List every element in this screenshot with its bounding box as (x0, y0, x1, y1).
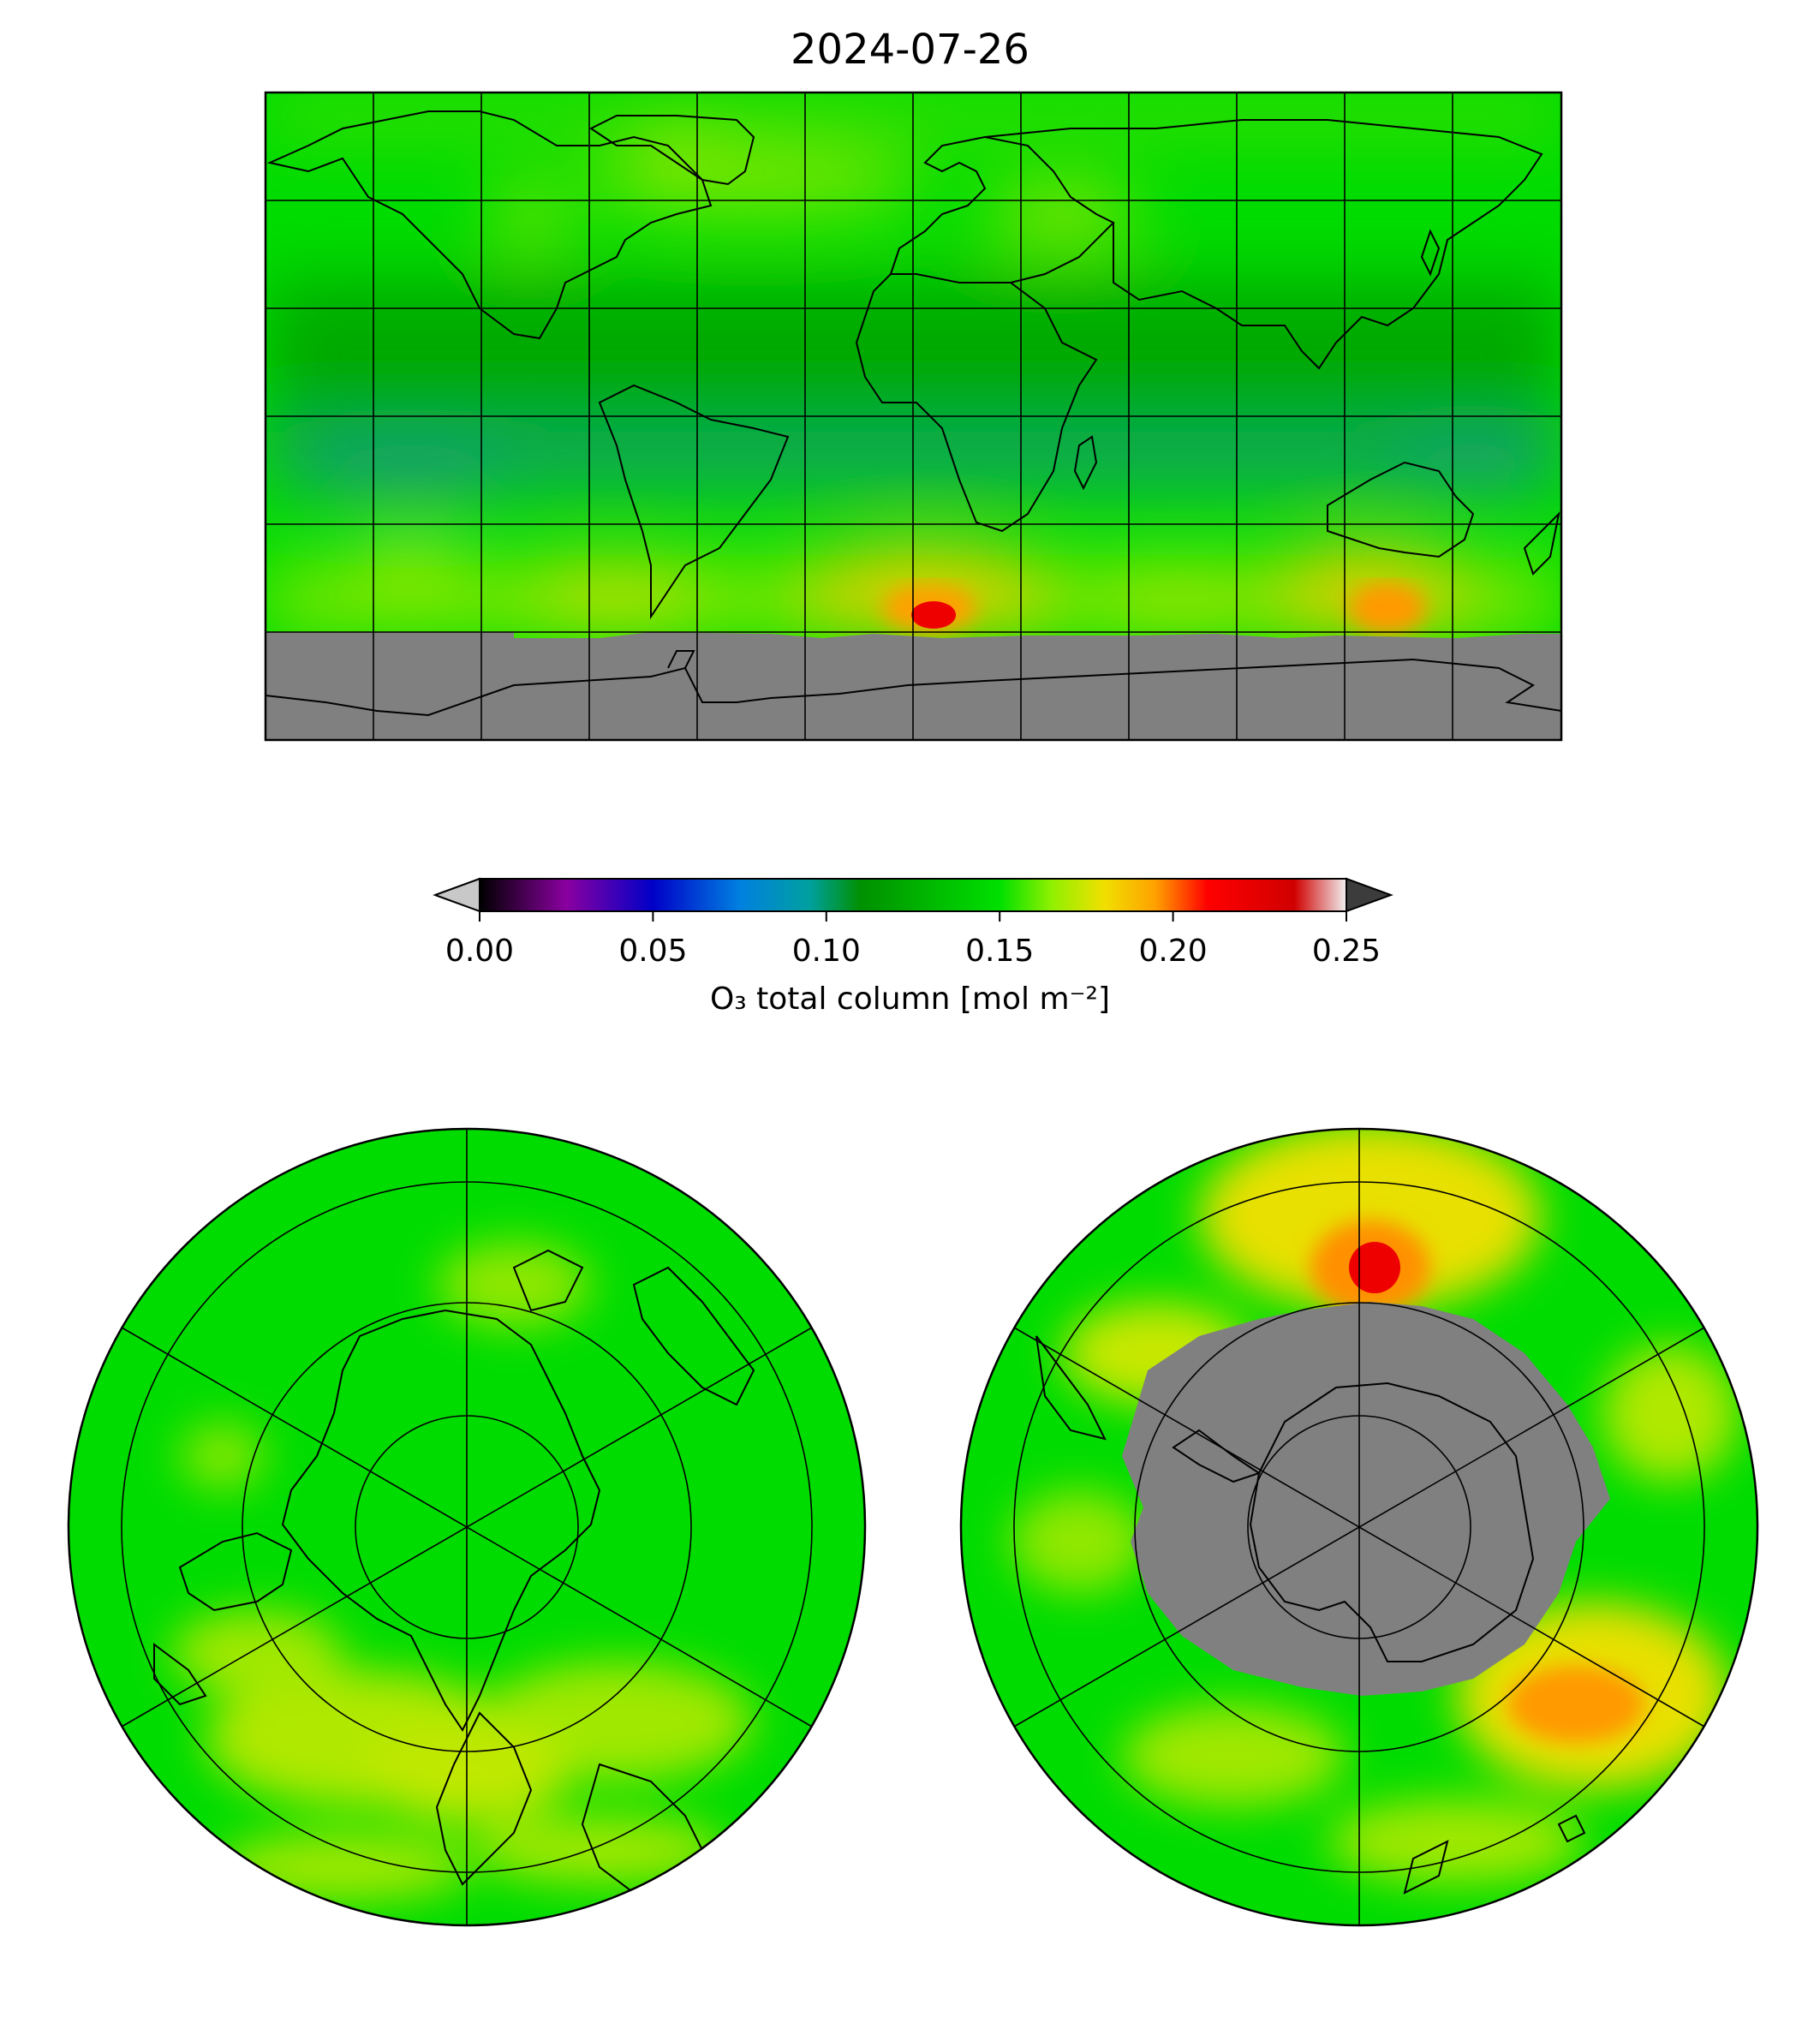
sp-coastlines (1035, 1335, 1586, 1895)
colorbar-tick-label: 0.00 (445, 934, 515, 969)
sp-graticule (1013, 1129, 1705, 1925)
colorbar-tick-label: 0.05 (618, 934, 688, 969)
np-graticule (121, 1129, 813, 1925)
colorbar-gradient (479, 878, 1347, 912)
south-polar-map (959, 1127, 1759, 1927)
global-graticule (266, 92, 1561, 740)
colorbar-over-extension (1346, 877, 1393, 913)
colorbar-tick-label: 0.10 (791, 934, 861, 969)
colorbar-label: O₃ total column [mol m⁻²] (709, 982, 1111, 1017)
colorbar-tick-label: 0.20 (1138, 934, 1208, 969)
np-frame (67, 1127, 867, 1927)
global-map-frame (264, 91, 1563, 742)
colorbar-ticks (479, 911, 1347, 922)
figure-title: 2024-07-26 (791, 26, 1029, 74)
global-map (264, 91, 1563, 742)
colorbar-tick-label: 0.15 (965, 934, 1035, 969)
peak-ozone-spot (911, 601, 956, 629)
sp-frame (959, 1127, 1759, 1927)
global-coastlines (266, 110, 1561, 717)
sp-no-data-region (1122, 1302, 1610, 1696)
sp-peak-ozone-spot (1349, 1242, 1400, 1293)
colorbar-tick-label: 0.25 (1311, 934, 1381, 969)
north-polar-map (67, 1127, 867, 1927)
colorbar-under-extension (433, 877, 480, 913)
colorbar (433, 877, 1393, 922)
